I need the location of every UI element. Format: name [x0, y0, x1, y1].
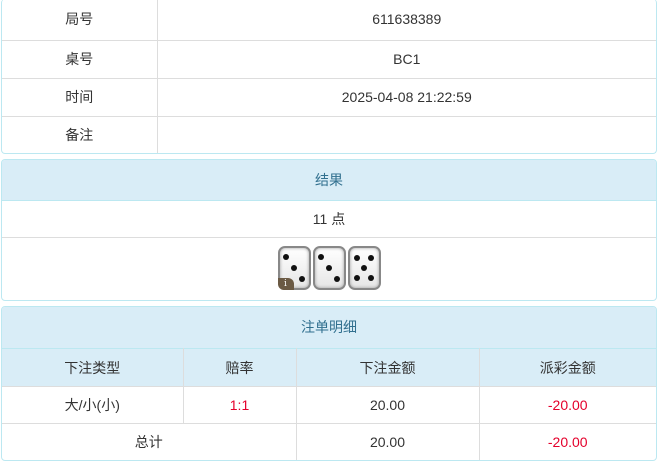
label: 桌号	[2, 39, 158, 78]
result-title: 结果	[2, 160, 656, 201]
col-odds: 赔率	[183, 348, 297, 387]
pip	[317, 253, 324, 260]
dice-row: i	[2, 238, 656, 300]
bet-table-header: 下注类型 赔率 下注金额 派彩金额	[2, 348, 656, 387]
value	[157, 115, 656, 153]
row-table-id: 桌号 BC1	[2, 39, 656, 78]
bet-table: 下注类型 赔率 下注金额 派彩金额 大/小(小) 1:1 20.00 -20.0…	[2, 348, 656, 460]
total-payout: -20.00	[479, 423, 656, 460]
total-amount: 20.00	[296, 423, 480, 460]
row-time: 时间 2025-04-08 21:22:59	[2, 77, 656, 116]
row-remark: 备注	[2, 115, 656, 153]
pip	[299, 276, 306, 283]
pip	[353, 275, 360, 281]
pip	[282, 253, 289, 260]
col-bet-amount: 下注金额	[296, 348, 480, 387]
value: 2025-04-08 21:22:59	[157, 77, 656, 116]
bet-details-title: 注单明细	[2, 307, 656, 348]
value: 611638389	[372, 11, 442, 28]
die-3	[312, 246, 346, 290]
bet-details-panel: 注单明细 下注类型 赔率 下注金额 派彩金额 大/小(小) 1:1 20.00 …	[1, 306, 657, 461]
round-info-table: 局号 611638389 桌号 BC1 时间 2025-04-08 21:22:59 …	[2, 0, 656, 153]
payout: -20.00	[479, 386, 656, 424]
pip	[361, 265, 367, 271]
row-round-id: 局号 611638389	[2, 0, 656, 40]
result-panel: 结果 11 点 i	[1, 159, 657, 301]
pip	[334, 276, 341, 283]
col-bet-type: 下注类型	[2, 348, 184, 387]
col-payout: 派彩金额	[479, 348, 656, 387]
result-points: 11 点	[2, 201, 656, 238]
bet-amount: 20.00	[296, 386, 480, 424]
table-row: 大/小(小) 1:1 20.00 -20.00	[2, 386, 656, 424]
total-row: 总计 20.00 -20.00	[2, 423, 656, 460]
pip	[291, 265, 297, 271]
label: 时间	[2, 77, 158, 116]
label: 局号	[2, 0, 158, 40]
pip	[368, 255, 375, 261]
value: BC1	[157, 39, 656, 78]
label: 备注	[2, 115, 158, 153]
info-icon[interactable]: i	[277, 278, 294, 290]
bet-type: 大/小(小)	[2, 386, 184, 424]
die-5	[347, 246, 381, 290]
pip	[353, 255, 360, 261]
round-info-panel: 局号 611638389 桌号 BC1 时间 2025-04-08 21:22:59 …	[1, 0, 657, 154]
die-3: i	[277, 246, 311, 290]
pip	[326, 265, 332, 271]
total-label: 总计	[2, 423, 297, 460]
pip	[368, 275, 375, 281]
odds: 1:1	[183, 386, 297, 424]
